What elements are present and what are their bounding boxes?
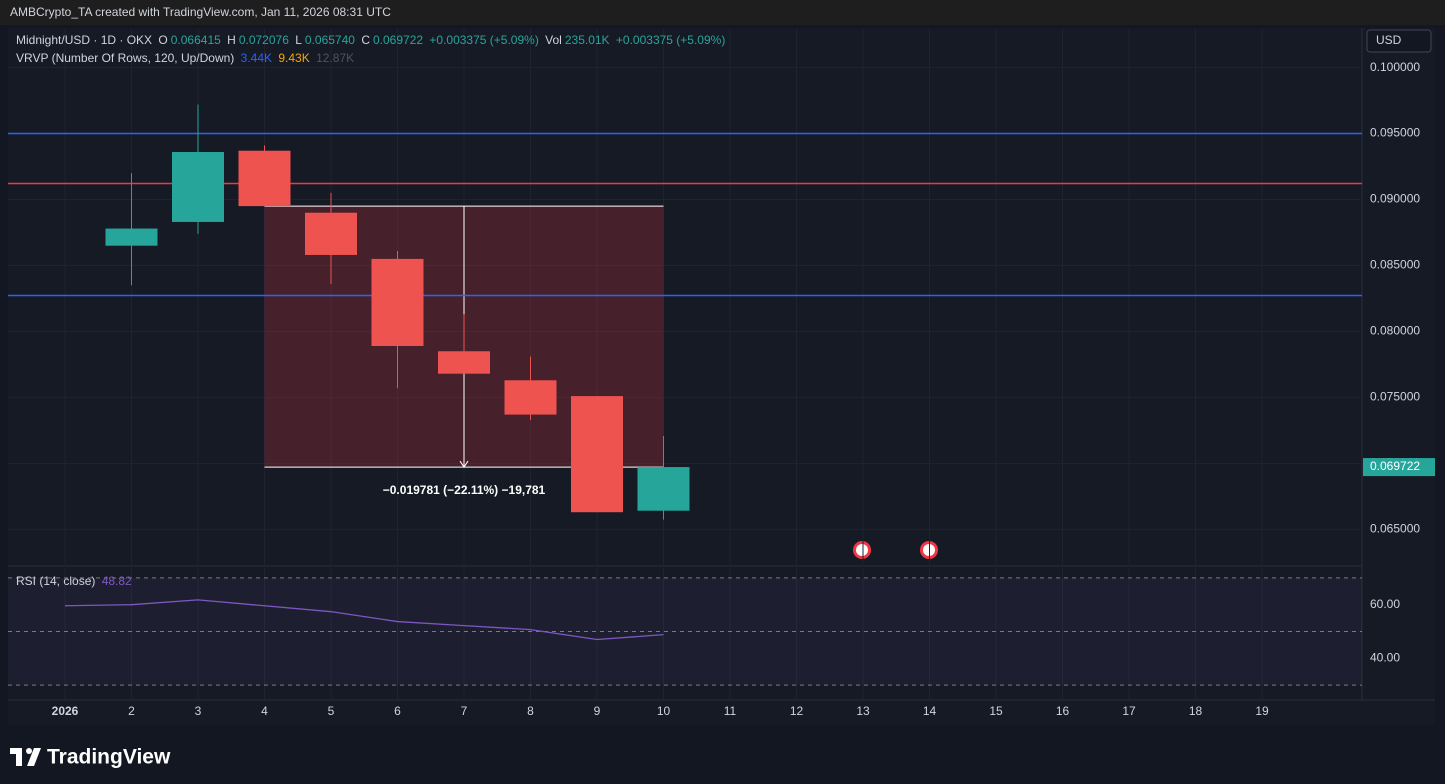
measure-label: −0.019781 (−22.11%) −19,781 bbox=[383, 483, 546, 497]
h-value: 0.072076 bbox=[238, 33, 289, 47]
candle-body bbox=[172, 152, 224, 222]
currency: USD bbox=[1376, 33, 1402, 47]
o-label: O bbox=[158, 33, 168, 47]
brand: TradingView bbox=[47, 746, 171, 769]
logo-mark bbox=[27, 748, 41, 766]
rsi-legend: RSI (14, close) 48.82 bbox=[16, 574, 135, 588]
x-tick-label: 10 bbox=[657, 704, 671, 718]
logo-mark bbox=[26, 748, 32, 754]
rsi-title: RSI (14, close) bbox=[16, 574, 96, 588]
c-value: 0.069722 bbox=[372, 33, 424, 47]
x-tick-label: 15 bbox=[989, 704, 1003, 718]
candle-body bbox=[637, 467, 690, 511]
candle-body bbox=[504, 380, 557, 415]
y-tick-label: 40.00 bbox=[1370, 650, 1400, 664]
logo: TradingView bbox=[10, 746, 171, 769]
indicator-up: 3.44K bbox=[240, 51, 273, 65]
y-tick-label: 0.080000 bbox=[1370, 324, 1420, 338]
x-tick-label: 18 bbox=[1189, 704, 1203, 718]
watermark: AMBCrypto_TA created with TradingView.co… bbox=[10, 5, 391, 19]
event-flags bbox=[853, 541, 938, 559]
x-tick-label: 17 bbox=[1122, 704, 1136, 718]
legend: Midnight/USD · 1D · OKX O 0.066415 H 0.072… bbox=[16, 33, 728, 47]
candle-body bbox=[105, 228, 158, 246]
measure-arrowhead bbox=[459, 460, 469, 468]
x-tick-label: 12 bbox=[790, 704, 804, 718]
x-tick-label: 3 bbox=[195, 704, 202, 718]
x-tick-label: 2 bbox=[128, 704, 135, 718]
y-tick-label: 0.090000 bbox=[1370, 192, 1420, 206]
currency-button[interactable] bbox=[1366, 29, 1432, 53]
indicator-legend: VRVP (Number Of Rows, 120, Up/Down) 3.44… bbox=[16, 51, 357, 65]
indicator-total: 12.87K bbox=[316, 51, 355, 65]
y-tick-label: 0.065000 bbox=[1370, 522, 1420, 536]
l-label: L bbox=[295, 33, 302, 47]
top-bar bbox=[0, 0, 1445, 25]
l-value: 0.065740 bbox=[304, 33, 355, 47]
x-tick-label: 8 bbox=[527, 704, 534, 718]
x-tick-label: 5 bbox=[328, 704, 335, 718]
flag-inner bbox=[856, 544, 868, 556]
rsi-line bbox=[64, 599, 664, 641]
chart-bg bbox=[8, 28, 1435, 725]
symbol: Midnight/USD · 1D · OKX bbox=[16, 33, 153, 47]
x-tick-label: 6 bbox=[394, 704, 401, 718]
vol-change: +0.003375 (+5.09%) bbox=[615, 33, 726, 47]
x-tick-label: 13 bbox=[856, 704, 870, 718]
change: +0.003375 (+5.09%) bbox=[429, 33, 539, 47]
y-tick-label: 60.00 bbox=[1370, 597, 1400, 611]
candle-body bbox=[305, 212, 357, 255]
x-tick-label: 19 bbox=[1255, 704, 1269, 718]
last-price-box bbox=[1363, 458, 1435, 477]
indicator-down: 9.43K bbox=[278, 51, 310, 65]
o-value: 0.066415 bbox=[170, 33, 221, 47]
x-tick-label: 16 bbox=[1056, 704, 1070, 718]
logo-mark bbox=[16, 748, 22, 766]
candle-body bbox=[438, 351, 490, 374]
x-tick-label: 11 bbox=[724, 704, 737, 718]
y-tick-label: 0.095000 bbox=[1370, 126, 1420, 140]
y-tick-label: 0.085000 bbox=[1370, 258, 1420, 272]
y-tick-label: 0.100000 bbox=[1370, 60, 1420, 74]
h-label: H bbox=[227, 33, 236, 47]
x-tick-label: 4 bbox=[261, 704, 268, 718]
candle-body bbox=[571, 396, 623, 513]
x-tick-label: 2026 bbox=[52, 704, 79, 718]
candle-body bbox=[238, 150, 291, 207]
x-tick-label: 14 bbox=[923, 704, 937, 718]
candle-body bbox=[371, 258, 424, 346]
last-price-label: 0.069722 bbox=[1370, 459, 1420, 473]
c-label: C bbox=[361, 33, 370, 47]
indicator-name: VRVP (Number Of Rows, 120, Up/Down) bbox=[16, 51, 235, 65]
x-tick-label: 9 bbox=[594, 704, 601, 718]
rsi-value: 48.82 bbox=[101, 574, 132, 588]
x-tick-label: 7 bbox=[461, 704, 468, 718]
vol-label: Vol bbox=[545, 33, 562, 47]
y-tick-label: 0.075000 bbox=[1370, 390, 1420, 404]
footer-bg bbox=[8, 727, 1435, 784]
vol-value: 235.01K bbox=[564, 33, 610, 47]
